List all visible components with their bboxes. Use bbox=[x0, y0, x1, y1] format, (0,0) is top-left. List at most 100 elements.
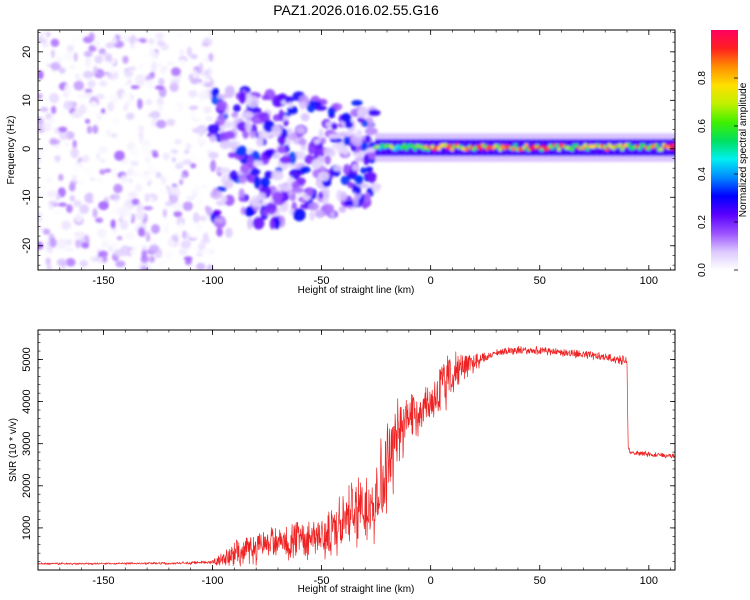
heatmap-cell bbox=[63, 100, 74, 110]
spectrogram-x-label: Height of straight line (km) bbox=[298, 285, 415, 296]
heatmap-cell bbox=[497, 147, 503, 152]
heatmap-cell bbox=[200, 249, 206, 255]
spectrogram-frame bbox=[37, 29, 676, 271]
heatmap-cell bbox=[89, 100, 98, 112]
heatmap-cell bbox=[206, 67, 213, 77]
heatmap-cell bbox=[198, 62, 204, 74]
heatmap-cell bbox=[52, 139, 61, 145]
heatmap-cell bbox=[120, 245, 131, 257]
heatmap-cell bbox=[88, 32, 95, 42]
heatmap-cell bbox=[38, 144, 42, 149]
heatmap-cell bbox=[219, 140, 232, 150]
heatmap-cell bbox=[181, 102, 191, 109]
heatmap-cell bbox=[144, 99, 153, 106]
heatmap-cell bbox=[42, 228, 51, 235]
heatmap-cell bbox=[195, 202, 200, 209]
heatmap-cell bbox=[135, 183, 143, 192]
heatmap-cell bbox=[207, 124, 221, 134]
heatmap-cell bbox=[199, 215, 207, 222]
heatmap-cell bbox=[216, 227, 223, 237]
heatmap-cell bbox=[83, 50, 93, 57]
heatmap-cell bbox=[185, 111, 195, 119]
heatmap-cell bbox=[442, 139, 446, 157]
heatmap-cell bbox=[330, 137, 343, 143]
heatmap-cell bbox=[449, 147, 455, 152]
heatmap-cell bbox=[655, 143, 661, 148]
heatmap-cell bbox=[188, 73, 194, 81]
heatmap-cell bbox=[56, 52, 67, 58]
heatmap-cell bbox=[140, 173, 151, 183]
heatmap-cell bbox=[111, 37, 118, 45]
heatmap-cell bbox=[189, 187, 194, 199]
heatmap-cell bbox=[354, 131, 362, 139]
heatmap-cell bbox=[95, 153, 101, 160]
heatmap-cell bbox=[128, 178, 133, 184]
heatmap-cell bbox=[45, 177, 53, 183]
snr-y-label: SNR (10 * v/v) bbox=[8, 418, 19, 482]
heatmap-cell bbox=[177, 182, 185, 189]
heatmap-cell bbox=[174, 139, 183, 145]
heatmap-cell bbox=[95, 217, 104, 223]
heatmap-cell bbox=[50, 105, 57, 115]
heatmap-cell bbox=[186, 46, 193, 57]
heatmap-cell bbox=[139, 114, 146, 120]
heatmap-cell bbox=[322, 195, 329, 207]
heatmap-cell bbox=[119, 33, 131, 40]
heatmap-cell bbox=[351, 99, 363, 107]
heatmap-cell bbox=[38, 262, 42, 269]
heatmap-cell bbox=[584, 139, 587, 157]
y-tick-label: 2000 bbox=[21, 474, 33, 498]
heatmap-cell bbox=[188, 89, 198, 98]
heatmap-cell bbox=[97, 228, 107, 239]
heatmap-cell bbox=[95, 93, 105, 100]
heatmap-cell bbox=[190, 152, 198, 162]
heatmap-cell bbox=[314, 105, 327, 111]
heatmap-cell bbox=[209, 134, 217, 143]
heatmap-cell bbox=[277, 132, 286, 146]
heatmap-cell bbox=[67, 44, 75, 53]
heatmap-cell bbox=[58, 173, 64, 182]
heatmap-cell bbox=[271, 94, 284, 108]
heatmap-cell bbox=[104, 168, 112, 173]
x-tick-label: -100 bbox=[202, 275, 224, 287]
heatmap-cell bbox=[48, 201, 58, 206]
heatmap-cell bbox=[121, 91, 132, 103]
heatmap-cell bbox=[84, 88, 93, 93]
heatmap-cell bbox=[146, 165, 158, 175]
heatmap-cell bbox=[111, 166, 118, 178]
heatmap-cell bbox=[276, 145, 287, 154]
heatmap-cell bbox=[197, 199, 203, 205]
heatmap-cell bbox=[120, 174, 129, 184]
heatmap-cell bbox=[247, 155, 255, 169]
heatmap-cell bbox=[169, 213, 174, 220]
heatmap-cell bbox=[524, 143, 530, 148]
heatmap-cell bbox=[231, 111, 239, 118]
y-tick-label: 5000 bbox=[21, 347, 33, 371]
heatmap-cell bbox=[162, 183, 167, 194]
heatmap-cell bbox=[363, 154, 370, 166]
heatmap-cell bbox=[94, 55, 104, 64]
heatmap-cell bbox=[324, 155, 331, 165]
heatmap-cell bbox=[114, 150, 125, 161]
heatmap-cell bbox=[194, 113, 205, 121]
heatmap-cell bbox=[198, 89, 210, 99]
heatmap-cell bbox=[64, 141, 70, 147]
heatmap-cell bbox=[225, 85, 235, 99]
heatmap-cell bbox=[93, 65, 98, 75]
y-tick-label: 4000 bbox=[21, 389, 33, 413]
heatmap-cell bbox=[193, 186, 202, 194]
heatmap-cell bbox=[137, 167, 144, 175]
heatmap-cell bbox=[102, 115, 112, 122]
heatmap-cell bbox=[278, 109, 284, 122]
heatmap-cell bbox=[672, 143, 675, 148]
heatmap-cell bbox=[114, 125, 123, 136]
heatmap-cell bbox=[38, 148, 47, 153]
heatmap-cell bbox=[106, 101, 115, 112]
heatmap-cell bbox=[62, 91, 70, 98]
heatmap-cell bbox=[40, 106, 49, 112]
heatmap-cell bbox=[192, 212, 200, 223]
heatmap-cell bbox=[291, 181, 300, 189]
heatmap-cell bbox=[619, 139, 622, 157]
heatmap-cell bbox=[154, 32, 165, 40]
heatmap-cell bbox=[171, 34, 178, 41]
